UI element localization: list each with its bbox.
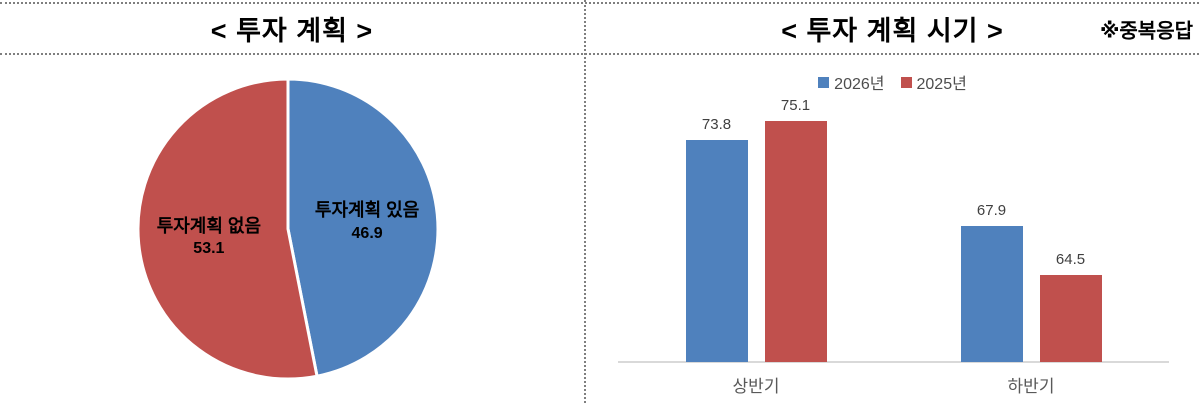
category-label: 상반기: [732, 377, 780, 396]
investment-plan-pie-chart: [136, 77, 440, 381]
pie-chart-title: < 투자 계획 >: [210, 16, 374, 46]
legend-swatch-icon: [900, 76, 912, 88]
bar-value-label: 64.5: [1055, 251, 1086, 268]
legend-item: 2026년: [818, 70, 885, 94]
pie-slice-label: 투자계획 있음 46.9: [315, 198, 419, 244]
legend-item: 2025년: [900, 70, 967, 94]
bar-chart-legend: 2026년 2025년: [586, 70, 1199, 94]
investment-timing-bar-chart: 2026년 2025년 73.8 75.1 상반기 67.9 64.5 하반기: [586, 55, 1199, 403]
pie-slice-value: 53.1: [193, 240, 225, 258]
left-panel-header: < 투자 계획 >: [0, 4, 584, 53]
pie-slice-label: 투자계획 없음 53.1: [157, 214, 261, 260]
legend-label: 2025년: [916, 76, 967, 93]
pie-slice-name: 투자계획 있음: [314, 200, 420, 221]
right-panel-header: < 투자 계획 시기 > ※중복응답: [586, 4, 1199, 53]
bar-value-label: 67.9: [976, 202, 1007, 219]
top-dotted-rule: [0, 2, 1199, 4]
bar-chart-title: < 투자 계획 시기 >: [781, 16, 1004, 46]
bar: [1039, 275, 1102, 362]
bar: [685, 140, 748, 362]
header-bottom-dotted-rule: [0, 53, 1199, 55]
pie-slice-value: 46.9: [351, 224, 383, 242]
panel-divider-dotted-rule: [584, 0, 586, 403]
pie-slice-name: 투자계획 없음: [156, 215, 262, 236]
category-label: 하반기: [1007, 377, 1055, 396]
bar: [764, 121, 827, 362]
legend-label: 2026년: [834, 76, 885, 93]
x-axis-line: [618, 361, 1169, 363]
bar-value-label: 75.1: [780, 97, 811, 114]
bar-value-label: 73.8: [701, 116, 732, 133]
pie-slice: [136, 77, 319, 381]
bar: [960, 226, 1023, 362]
pie-slice: [286, 77, 440, 378]
multiple-response-note: ※중복응답: [1099, 20, 1193, 42]
legend-swatch-icon: [818, 76, 830, 88]
